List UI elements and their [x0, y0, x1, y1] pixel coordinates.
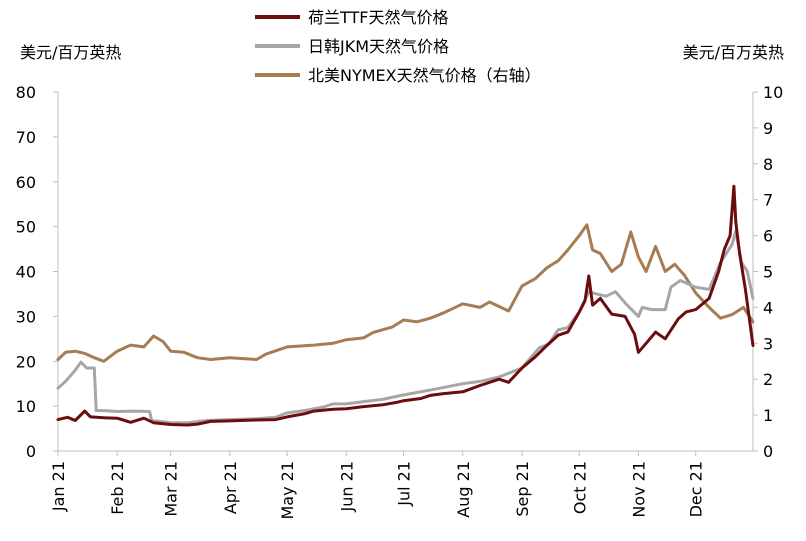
x-tick-label: Jan 21: [49, 461, 68, 512]
right-axis-unit: 美元/百万英热: [683, 43, 784, 62]
right-tick-label: 3: [763, 334, 773, 353]
left-tick-label: 70: [16, 128, 36, 147]
legend: 荷兰TTF天然气价格 日韩JKM天然气价格 北美NYMEX天然气价格（右轴）: [255, 8, 541, 85]
x-tick-label: Apr 21: [221, 461, 240, 514]
legend-label-ttf: 荷兰TTF天然气价格: [308, 8, 448, 27]
right-tick-label: 8: [763, 155, 773, 174]
x-tick-label: Oct 21: [570, 461, 589, 514]
right-tick-label: 5: [763, 263, 773, 282]
x-tick-label: Mar 21: [162, 461, 181, 517]
right-tick-label: 9: [763, 119, 773, 138]
x-tick-label: Nov 21: [629, 461, 648, 518]
x-tick-label: Sep 21: [513, 461, 532, 517]
left-tick-label: 30: [16, 307, 36, 326]
left-tick-label: 50: [16, 218, 36, 237]
x-axis-ticks: Jan 21 Feb 21 Mar 21 Apr 21 May 21 Jun 21 Jul …: [49, 451, 706, 520]
right-tick-label: 6: [763, 227, 773, 246]
right-tick-label: 2: [763, 370, 773, 389]
right-axis-ticks: 0 1 2 3 4 5 6 7 8 9 10: [753, 83, 783, 461]
left-axis-unit: 美元/百万英热: [20, 43, 121, 62]
legend-item-jkm: 日韩JKM天然气价格: [255, 37, 449, 56]
x-tick-label: Feb 21: [108, 461, 127, 515]
legend-label-jkm: 日韩JKM天然气价格: [308, 37, 449, 56]
legend-label-nymex: 北美NYMEX天然气价格（右轴）: [308, 66, 541, 85]
series-layer: [56, 184, 755, 427]
series-line-nymex: [56, 223, 755, 363]
right-tick-label: 1: [763, 406, 773, 425]
legend-item-ttf: 荷兰TTF天然气价格: [255, 8, 448, 27]
left-tick-label: 60: [16, 173, 36, 192]
left-tick-label: 40: [16, 263, 36, 282]
left-tick-label: 20: [16, 352, 36, 371]
series-line-ttf: [56, 184, 755, 427]
left-tick-label: 0: [26, 442, 36, 461]
left-axis-ticks: 0 10 20 30 40 50 60 70 80: [16, 83, 58, 461]
x-tick-label: May 21: [278, 461, 297, 520]
legend-item-nymex: 北美NYMEX天然气价格（右轴）: [255, 66, 541, 85]
x-tick-label: Jul 21: [395, 461, 414, 507]
x-tick-label: Dec 21: [687, 461, 706, 517]
right-tick-label: 7: [763, 191, 773, 210]
left-tick-label: 10: [16, 397, 36, 416]
series-line-jkm: [56, 229, 755, 425]
x-tick-label: Aug 21: [454, 461, 473, 518]
right-tick-label: 0: [763, 442, 773, 461]
left-tick-label: 80: [16, 83, 36, 102]
right-tick-label: 10: [763, 83, 783, 102]
x-tick-label: Jun 21: [337, 461, 356, 512]
right-tick-label: 4: [763, 298, 773, 317]
